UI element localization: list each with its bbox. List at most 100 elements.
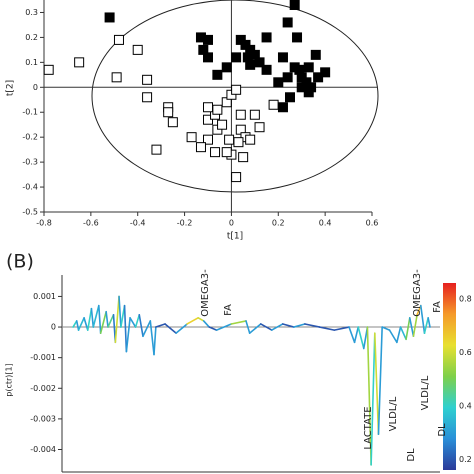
confidence-ellipse: [91, 0, 379, 193]
line-segment: [270, 323, 284, 331]
y-tick-label: 0.1: [25, 58, 38, 67]
line-segment: [107, 313, 115, 328]
point: [285, 92, 295, 103]
y-tick-label: 0: [33, 83, 38, 92]
line-segment: [77, 317, 85, 331]
line-segment: [123, 304, 128, 353]
line-segment: [405, 317, 411, 341]
y-tick-label: -0.1: [22, 108, 38, 117]
point: [210, 147, 221, 158]
point: [151, 144, 162, 155]
colorbar: [443, 283, 456, 470]
x-tick-label: -0.4: [130, 219, 146, 228]
point: [289, 0, 300, 10]
point: [292, 32, 303, 43]
point: [282, 72, 293, 83]
point: [224, 134, 235, 145]
point: [43, 64, 54, 75]
y-axis-label: p(ctr)[1]: [5, 363, 14, 396]
point: [235, 109, 246, 120]
line-segment: [155, 323, 166, 328]
y-tick-label: 0.3: [25, 8, 38, 17]
annotation: FA: [223, 304, 234, 316]
point: [203, 52, 213, 63]
line-segment: [396, 326, 402, 344]
point: [212, 69, 223, 80]
line-segment: [304, 323, 321, 328]
y-tick-label: 0.001: [33, 292, 56, 301]
point: [111, 72, 122, 83]
line-segment: [92, 304, 100, 328]
annotation: DL: [406, 448, 417, 462]
point: [231, 52, 242, 63]
point: [132, 44, 143, 55]
line-segment: [118, 295, 122, 328]
line-segment: [125, 317, 131, 353]
y-tick-label: -0.004: [30, 445, 56, 454]
point: [313, 72, 324, 83]
y-tick-label: -0.2: [22, 133, 38, 142]
point: [113, 34, 124, 45]
line-segment: [348, 326, 356, 344]
x-tick-label: 0.6: [366, 219, 379, 228]
point: [74, 57, 85, 68]
line-segment: [366, 326, 372, 466]
line-segment: [105, 310, 109, 328]
line-segment: [99, 310, 107, 334]
y-tick-label: -0.001: [30, 353, 56, 362]
point: [167, 117, 178, 128]
line-segment: [318, 326, 336, 331]
line-segment: [75, 320, 80, 331]
line-segment: [197, 317, 205, 322]
x-tick-label: 0: [229, 219, 234, 228]
colorbar-tick-label: 0.8: [459, 295, 472, 304]
annotation: FA: [432, 301, 443, 313]
point: [221, 62, 232, 73]
colorbar-tick-label: 0.6: [459, 348, 472, 357]
point: [303, 87, 314, 98]
point: [233, 137, 244, 148]
point: [203, 34, 213, 45]
point: [163, 107, 174, 118]
point: [261, 64, 272, 75]
line-segment: [259, 323, 273, 331]
colorbar-tick-label: 0.4: [459, 401, 472, 410]
point: [268, 99, 279, 110]
line-segment: [293, 323, 306, 328]
point: [221, 147, 232, 158]
x-axis-label: t[1]: [227, 232, 243, 242]
y-tick-label: 0: [51, 323, 56, 332]
point: [310, 49, 321, 60]
y-tick-label: -0.4: [22, 183, 38, 192]
line-segment: [202, 320, 210, 328]
point: [261, 32, 272, 43]
annotation: VLDL/L: [388, 396, 399, 431]
point: [231, 84, 242, 95]
point: [231, 172, 242, 183]
point: [249, 109, 260, 120]
y-tick-label: 0.2: [25, 33, 38, 42]
line-segment: [419, 304, 426, 334]
line-segment: [83, 317, 89, 331]
line-segment: [186, 317, 199, 325]
line-segment: [208, 326, 218, 331]
annotation: OMEGA3-: [200, 269, 211, 317]
line-segment: [90, 307, 95, 328]
line-segment: [416, 304, 422, 316]
y-axis-label: t[2]: [6, 80, 16, 96]
point: [273, 77, 284, 88]
line-segment: [149, 320, 155, 356]
line-segment: [230, 320, 247, 325]
line-segment: [377, 326, 383, 436]
point: [277, 52, 288, 63]
line-segment: [427, 317, 431, 328]
point: [203, 134, 213, 145]
point: [277, 102, 288, 113]
line-segment: [248, 323, 262, 334]
point: [282, 17, 293, 28]
x-tick-label: 0.4: [319, 219, 332, 228]
point: [245, 59, 256, 70]
point: [203, 102, 213, 113]
line-segment: [423, 317, 429, 334]
